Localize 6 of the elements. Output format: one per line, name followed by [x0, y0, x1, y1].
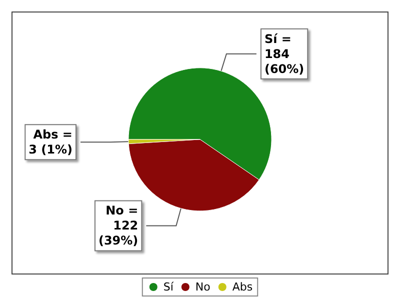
data-label: Sí = 184 (60%) — [264, 32, 304, 76]
data-label: Abs = 3 (1%) — [28, 128, 72, 157]
legend-label: Sí — [163, 280, 174, 294]
legend-label: Abs — [232, 280, 253, 294]
data-label: No = 122 (39%) — [98, 204, 138, 248]
legend-label: No — [195, 280, 211, 294]
